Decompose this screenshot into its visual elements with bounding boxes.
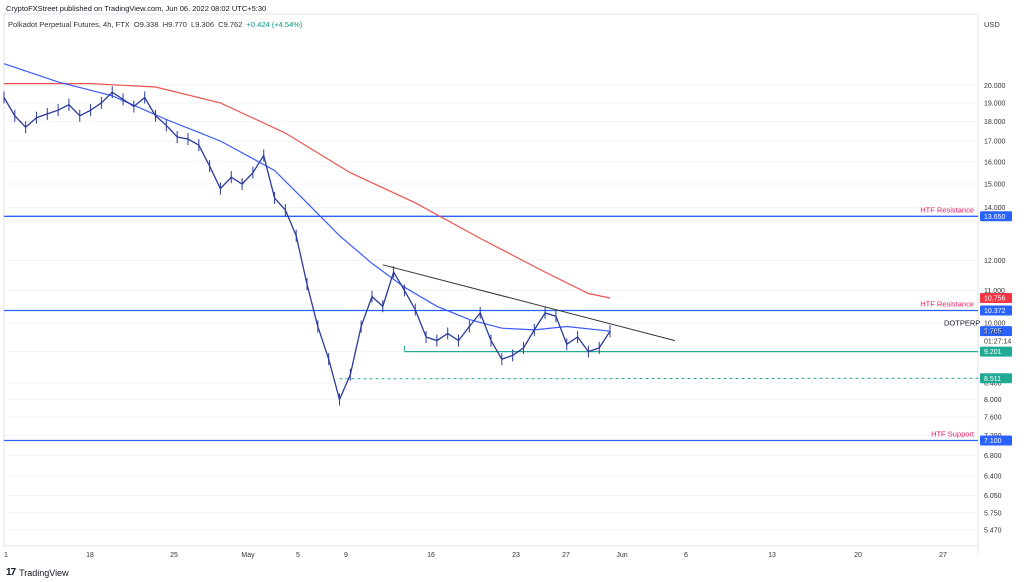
x-tick-label: 13 (768, 552, 776, 559)
price-tag-text: 9.765 (984, 329, 1002, 336)
x-tick-label: 27 (562, 552, 570, 559)
level-price-tag-text: 13.650 (984, 214, 1006, 221)
symbol-price-label: 9.762 (984, 327, 1003, 336)
x-tick-label: 9 (344, 552, 348, 559)
x-tick-label: May (241, 552, 255, 559)
x-tick-label: Jun (616, 552, 627, 559)
symbol-countdown-label: 01:27:14 (984, 338, 1011, 345)
htf-level-label: HTF Support (931, 429, 975, 438)
y-tick-label: 5.470 (984, 527, 1002, 534)
level-price-tag-text: 10.372 (984, 308, 1006, 315)
price-tag-text: 9.201 (984, 349, 1002, 356)
y-tick-label: 6.400 (984, 474, 1002, 481)
y-tick-label: 6.050 (984, 493, 1002, 500)
y-tick-label: 16.000 (984, 159, 1006, 166)
price-tag (980, 346, 1012, 357)
x-tick-label: 23 (512, 552, 520, 559)
x-tick-label: 25 (170, 552, 178, 559)
price-tag-text: 8.511 (984, 376, 1001, 383)
x-tick-label: 20 (854, 552, 862, 559)
y-tick-label: 19.000 (984, 100, 1006, 107)
ema-blue-line (3, 63, 611, 332)
open-value: O9.338 (133, 20, 159, 29)
descending-trendline (382, 264, 676, 342)
price-tag-text: 10.756 (984, 296, 1006, 303)
ohlc-legend: Polkadot Perpetual Futures, 4h, FTX O9.3… (8, 20, 302, 29)
x-tick-label: 5 (296, 552, 300, 559)
published-caption: CryptoFXStreet published on TradingView.… (6, 4, 267, 13)
x-tick-label: 1 (4, 552, 8, 559)
price-tag (980, 373, 1012, 384)
x-tick-label: 18 (86, 552, 94, 559)
htf-level-label: HTF Resistance (920, 205, 974, 214)
symbol-description: Polkadot Perpetual Futures, 4h, FTX (8, 20, 130, 29)
price-tag (980, 326, 1012, 337)
level-price-tag-text: 7.100 (984, 438, 1002, 445)
y-tick-label: 15.000 (984, 181, 1006, 188)
y-tick-label: 18.000 (984, 119, 1006, 126)
y-tick-label: 7.600 (984, 415, 1002, 422)
x-tick-label: 27 (939, 552, 947, 559)
y-tick-label: 20.000 (984, 83, 1006, 90)
price-tag (980, 293, 1012, 304)
y-tick-label: 14.000 (984, 205, 1006, 212)
level-price-tag (980, 305, 1012, 316)
y-tick-label: 10.000 (984, 321, 1006, 328)
y-tick-label: 8.000 (984, 397, 1002, 404)
ema-red-line (4, 82, 611, 299)
y-tick-label: 8.400 (984, 380, 1002, 387)
y-tick-label: 5.750 (984, 510, 1002, 517)
x-tick-label: 6 (684, 552, 688, 559)
level-price-tag (980, 435, 1012, 446)
x-tick-label: 16 (427, 552, 435, 559)
close-value: C9.762 (218, 20, 243, 29)
price-line (3, 91, 611, 402)
currency-label: USD (984, 20, 1000, 29)
y-tick-label: 17.000 (984, 139, 1006, 146)
footer-brand: 17 TradingView (6, 567, 69, 578)
y-tick-label: 12.000 (984, 258, 1006, 265)
tradingview-brand: TradingView (19, 567, 69, 578)
change-value: +0.424 (+4.54%) (246, 20, 303, 29)
level-price-tag (980, 211, 1012, 222)
high-value: H9.770 (162, 20, 187, 29)
tradingview-logo-icon: 17 (6, 567, 16, 578)
htf-level-label: HTF Resistance (920, 299, 974, 308)
y-tick-label: 11.000 (984, 288, 1005, 295)
y-tick-label: 6.800 (984, 453, 1002, 460)
symbol-name-label: DOTPERP (944, 318, 980, 327)
low-value: L9.306 (191, 20, 214, 29)
plot-frame (3, 13, 979, 547)
